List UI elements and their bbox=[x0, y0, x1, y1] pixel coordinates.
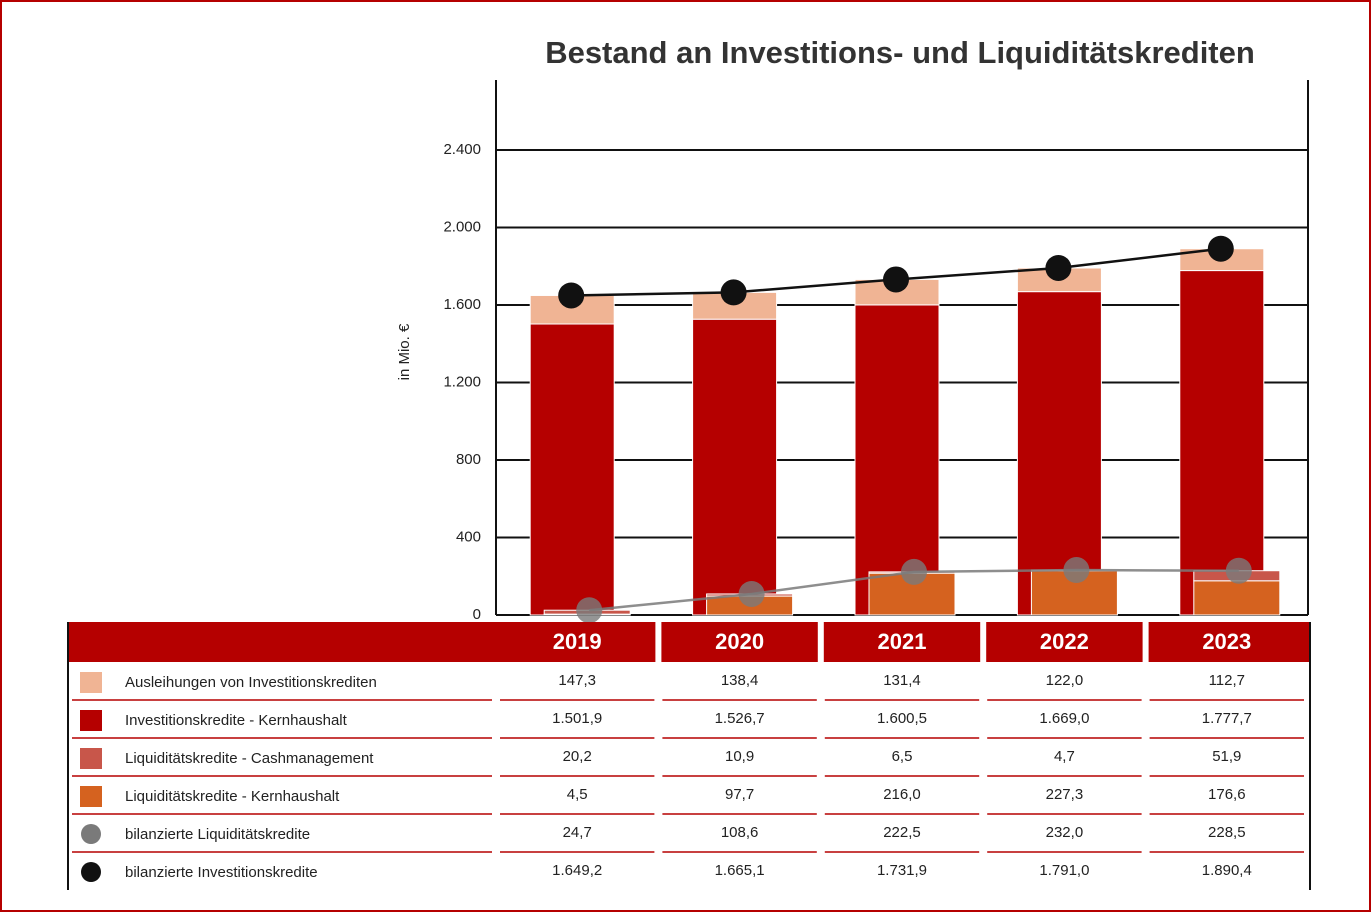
line-point bbox=[1045, 254, 1072, 281]
bar-segment bbox=[1179, 270, 1265, 616]
line-point bbox=[901, 558, 927, 585]
legend-swatch bbox=[80, 710, 102, 731]
table-value: 1.649,2 bbox=[552, 862, 602, 879]
chart-title: Bestand an Investitions- und Liquiditäts… bbox=[545, 35, 1255, 70]
table-value: 138,4 bbox=[721, 672, 759, 689]
line-point bbox=[1207, 235, 1234, 262]
row-label: bilanzierte Liquiditätskredite bbox=[125, 826, 310, 843]
y-tick-label: 1.600 bbox=[443, 296, 481, 313]
table-value: 1.600,5 bbox=[877, 710, 927, 727]
table-value: 24,7 bbox=[563, 824, 592, 841]
table-value: 97,7 bbox=[725, 786, 754, 803]
table-value: 4,5 bbox=[567, 786, 588, 803]
line-point bbox=[1063, 557, 1090, 584]
table-value: 1.890,4 bbox=[1202, 862, 1252, 879]
column-header: 2022 bbox=[1040, 629, 1089, 654]
table-value: 1.665,1 bbox=[715, 862, 765, 879]
table-value: 1.731,9 bbox=[877, 862, 927, 879]
table-value: 176,6 bbox=[1208, 786, 1246, 803]
table-value: 1.669,0 bbox=[1039, 710, 1089, 727]
table-value: 1.501,9 bbox=[552, 710, 602, 727]
y-tick-label: 2.000 bbox=[443, 218, 481, 235]
line-point bbox=[558, 282, 585, 309]
y-axis-label: in Mio. € bbox=[396, 323, 413, 380]
table-value: 122,0 bbox=[1046, 672, 1084, 689]
bar-segment bbox=[529, 323, 615, 616]
bar-segment bbox=[1193, 580, 1281, 616]
table-value: 228,5 bbox=[1208, 824, 1246, 841]
table-value: 10,9 bbox=[725, 748, 754, 765]
table-value: 1.526,7 bbox=[715, 710, 765, 727]
row-label: Investitionskredite - Kernhaushalt bbox=[125, 712, 348, 729]
y-tick-label: 0 bbox=[473, 606, 481, 623]
table-header bbox=[68, 622, 1310, 662]
table-value: 108,6 bbox=[721, 824, 759, 841]
legend-swatch bbox=[80, 748, 102, 769]
table-value: 4,7 bbox=[1054, 748, 1075, 765]
legend-swatch bbox=[81, 824, 101, 844]
y-tick-label: 2.400 bbox=[443, 141, 481, 158]
table-value: 131,4 bbox=[883, 672, 921, 689]
line-point bbox=[720, 279, 747, 306]
row-label: Liquiditätskredite - Kernhaushalt bbox=[125, 788, 340, 805]
table-value: 216,0 bbox=[883, 786, 921, 803]
column-header: 2023 bbox=[1202, 629, 1251, 654]
column-header: 2019 bbox=[553, 629, 602, 654]
table-value: 20,2 bbox=[563, 748, 592, 765]
line-point bbox=[576, 597, 603, 624]
legend-swatch bbox=[80, 786, 102, 807]
bar-segment bbox=[692, 318, 778, 616]
table-value: 1.777,7 bbox=[1202, 710, 1252, 727]
table-value: 222,5 bbox=[883, 824, 921, 841]
line-point bbox=[738, 580, 765, 607]
column-header: 2020 bbox=[715, 629, 764, 654]
legend-swatch bbox=[81, 862, 101, 882]
table-value: 112,7 bbox=[1209, 672, 1245, 689]
table-value: 6,5 bbox=[892, 748, 913, 765]
legend-swatch bbox=[80, 672, 102, 693]
table-value: 232,0 bbox=[1046, 824, 1084, 841]
line-point bbox=[883, 266, 909, 293]
table-value: 227,3 bbox=[1046, 786, 1084, 803]
table-value: 51,9 bbox=[1212, 748, 1241, 765]
y-tick-label: 800 bbox=[456, 451, 481, 468]
line-point bbox=[1225, 557, 1252, 584]
y-tick-label: 400 bbox=[456, 528, 481, 545]
row-label: bilanzierte Investitionskredite bbox=[125, 864, 318, 881]
row-label: Liquiditätskredite - Cashmanagement bbox=[125, 750, 374, 767]
y-tick-label: 1.200 bbox=[443, 373, 481, 390]
table-value: 1.791,0 bbox=[1039, 862, 1089, 879]
table-value: 147,3 bbox=[558, 672, 596, 689]
column-header: 2021 bbox=[878, 629, 927, 654]
row-label: Ausleihungen von Investitionskrediten bbox=[125, 674, 377, 691]
